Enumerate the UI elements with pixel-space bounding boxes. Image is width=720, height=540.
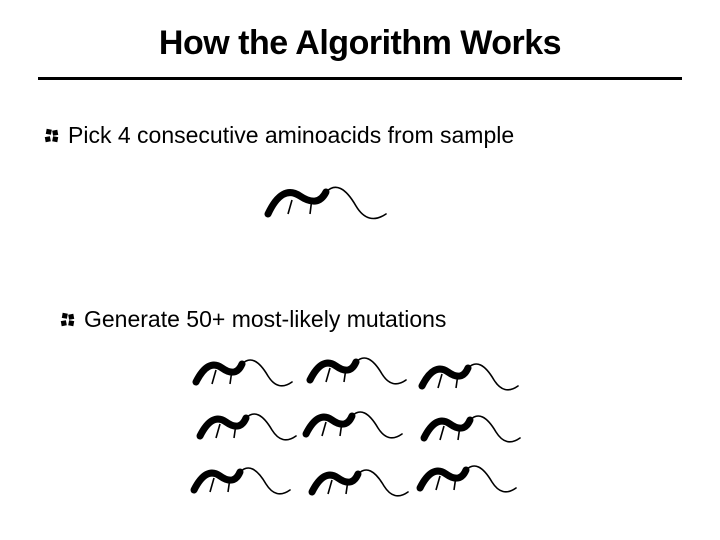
bullet-2-text: Generate 50+ most-likely mutations: [84, 306, 446, 333]
bullet-1-text: Pick 4 consecutive aminoacids from sampl…: [68, 122, 514, 149]
figure-single-squiggle: [260, 174, 390, 244]
pinwheel-icon: [60, 312, 76, 328]
bullet-1: Pick 4 consecutive aminoacids from sampl…: [44, 122, 514, 149]
page-title: How the Algorithm Works: [0, 0, 720, 63]
bullet-2: Generate 50+ most-likely mutations: [60, 306, 446, 333]
title-rule: [38, 77, 682, 80]
figure-mutations-grid: [186, 348, 526, 518]
pinwheel-icon: [44, 128, 60, 144]
